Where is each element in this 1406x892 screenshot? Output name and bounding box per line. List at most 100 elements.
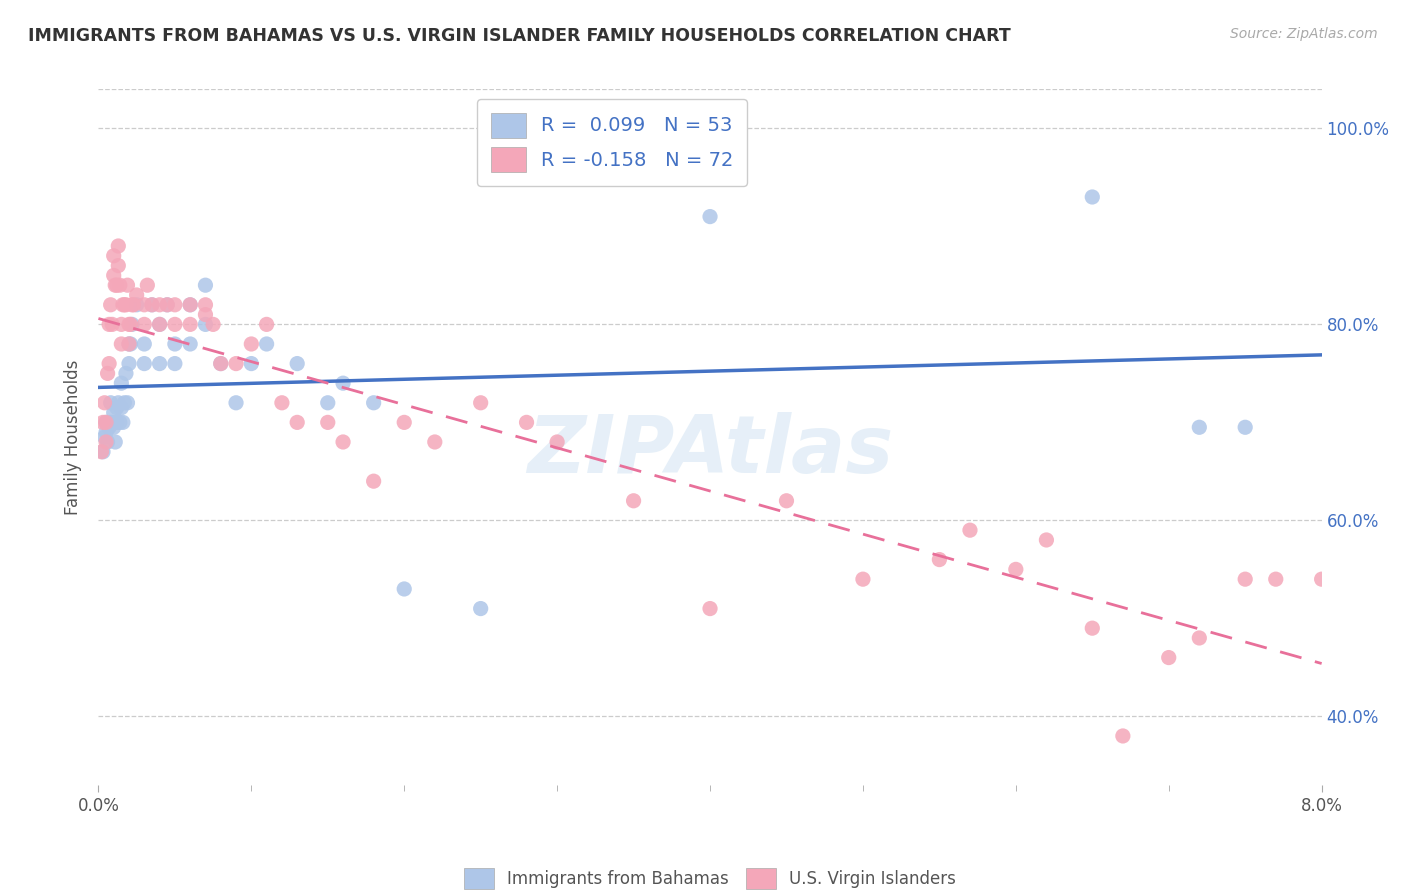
Point [392,416,416,430]
Point [179,337,201,351]
Point [117,396,139,410]
Point [108,416,131,430]
Point [94,416,117,430]
Point [115,298,138,312]
Point [90,444,112,458]
Point [470,396,492,410]
Point [125,288,148,302]
Point [699,601,721,615]
Point [112,298,135,312]
Point [105,401,128,415]
Point [1112,729,1135,743]
Point [194,298,217,312]
Point [111,298,134,312]
Point [93,430,115,444]
Point [363,474,385,488]
Point [285,357,308,371]
Point [1188,420,1211,434]
Y-axis label: Family Households: Family Households [65,359,83,515]
Point [110,318,132,332]
Point [156,298,179,312]
Point [118,318,141,332]
Point [775,493,797,508]
Point [1004,562,1026,576]
Point [103,268,125,283]
Text: ZIPAtlas: ZIPAtlas [527,412,893,490]
Point [623,493,645,508]
Point [163,318,186,332]
Point [100,298,122,312]
Point [423,434,446,449]
Point [149,357,172,371]
Point [118,357,141,371]
Point [240,357,263,371]
Point [100,416,122,430]
Point [103,249,125,263]
Point [100,396,122,410]
Point [363,396,385,410]
Point [202,318,225,332]
Point [699,210,721,224]
Point [470,601,492,615]
Point [546,434,568,449]
Point [163,357,186,371]
Point [1035,533,1057,547]
Point [94,416,117,430]
Point [108,278,131,293]
Point [1264,572,1286,586]
Point [1081,621,1104,635]
Point [91,416,114,430]
Legend: Immigrants from Bahamas, U.S. Virgin Islanders: Immigrants from Bahamas, U.S. Virgin Isl… [453,856,967,892]
Point [98,318,121,332]
Point [104,278,127,293]
Point [98,357,121,371]
Point [332,376,354,391]
Point [101,416,124,430]
Text: IMMIGRANTS FROM BAHAMAS VS U.S. VIRGIN ISLANDER FAMILY HOUSEHOLDS CORRELATION CH: IMMIGRANTS FROM BAHAMAS VS U.S. VIRGIN I… [28,27,1011,45]
Point [179,318,201,332]
Point [285,416,308,430]
Point [209,357,232,371]
Point [141,298,163,312]
Point [332,434,354,449]
Point [103,420,125,434]
Point [1081,190,1104,204]
Point [209,357,232,371]
Point [121,318,143,332]
Point [149,318,172,332]
Point [1234,420,1257,434]
Point [316,416,339,430]
Point [163,337,186,351]
Point [156,298,179,312]
Point [194,318,217,332]
Point [122,298,145,312]
Point [101,318,124,332]
Point [94,425,117,440]
Point [1188,631,1211,645]
Point [134,298,156,312]
Point [120,337,142,351]
Point [194,308,217,322]
Point [852,572,875,586]
Point [194,278,217,293]
Point [392,582,416,596]
Point [163,298,186,312]
Point [110,376,132,391]
Point [136,278,159,293]
Point [97,367,120,381]
Point [134,337,156,351]
Point [959,523,981,537]
Point [105,416,128,430]
Point [270,396,294,410]
Point [134,357,156,371]
Point [1310,572,1333,586]
Point [256,318,278,332]
Point [240,337,263,351]
Point [117,278,139,293]
Point [110,401,132,415]
Point [225,396,247,410]
Point [928,552,950,566]
Point [179,298,201,312]
Point [98,420,121,434]
Point [134,318,156,332]
